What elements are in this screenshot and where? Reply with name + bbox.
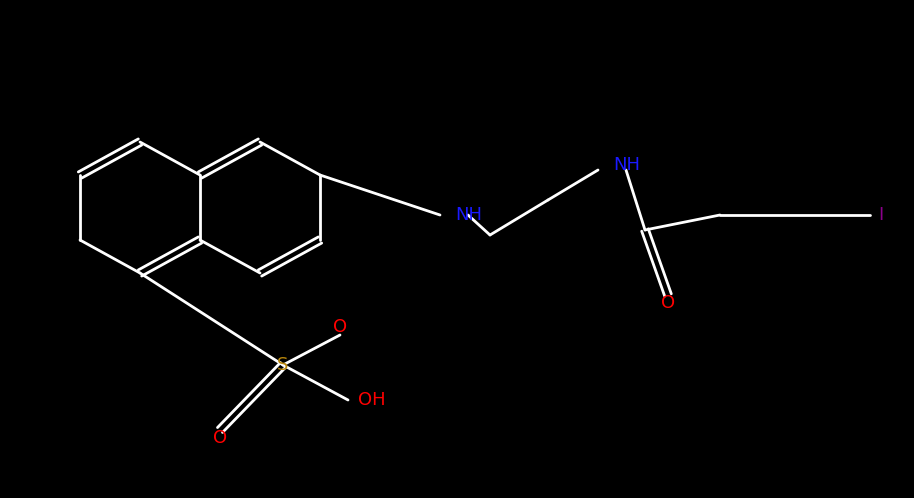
Text: O: O <box>213 429 227 447</box>
Text: O: O <box>661 294 675 312</box>
Text: I: I <box>878 206 883 224</box>
Text: OH: OH <box>358 391 386 409</box>
Text: O: O <box>333 318 347 336</box>
Text: S: S <box>277 356 289 374</box>
Text: NH: NH <box>613 156 640 174</box>
Text: NH: NH <box>455 206 482 224</box>
